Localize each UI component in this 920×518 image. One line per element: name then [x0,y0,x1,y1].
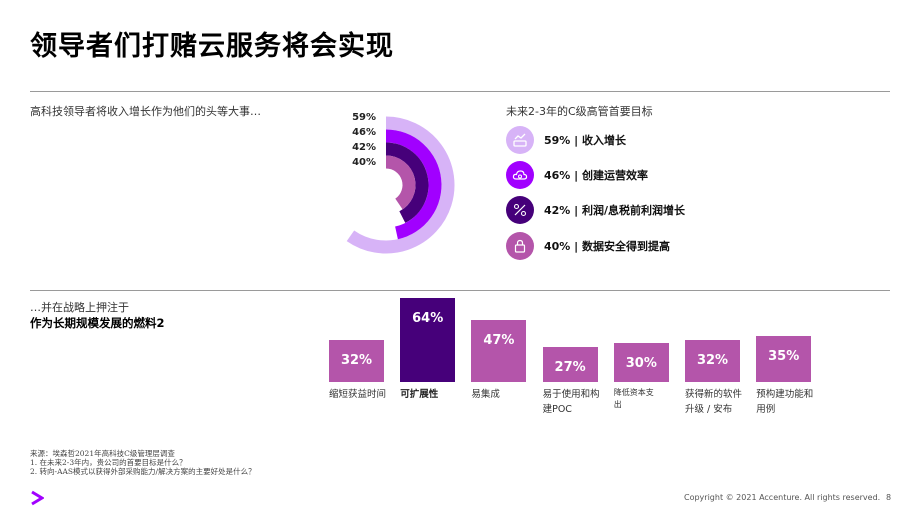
footnote-1: 1. 在未来2-3年内，贵公司的首要目标是什么？ [30,458,187,467]
bar-value-label: 32% [696,353,729,368]
bar-value-label: 27% [554,359,586,375]
bar-category-label: 降低资本支出 [613,388,654,409]
left-heading: 高科技领导者将收入增长作为他们的头等大事… [30,105,261,118]
goal-label-4: 40% | 数据安全得到提高 [544,240,671,253]
bar-6: 32% [685,340,740,382]
footnotes: 来源：埃森哲2021年高科技C级管理层调查 1. 在未来2-3年内，贵公司的首要… [30,449,256,476]
percent-icon [506,196,534,224]
footnote-source: 来源：埃森哲2021年高科技C级管理层调查 [30,449,175,458]
goal-label-3: 42% | 利润/息税前利润增长 [544,204,686,217]
bar-category-label: 获得新的软件升级 / 安布 [685,389,743,415]
goal-item-2: 46% | 创建运营效率 [506,161,648,189]
middle-divider [30,290,890,291]
goal-item-1: 59% | 收入增长 [506,126,626,154]
bar-value-label: 47% [483,333,515,349]
bar-value-label: 30% [625,355,657,371]
accenture-logo-icon [31,490,44,506]
ring-40 [385,155,416,210]
goal-label-1: 59% | 收入增长 [544,134,627,147]
revenue-growth-icon [506,126,534,154]
lock-icon [506,232,534,260]
bar-category-label: 缩短获益时间 [329,389,387,400]
bar-4: 27% [542,346,598,382]
page-number: 8 [886,493,892,502]
goal-item-4: 40% | 数据安全得到提高 [506,232,670,260]
bar-category-label: 可扩展性 [400,389,439,400]
bar-1: 32% [329,340,384,382]
ring-label-3: 42% [352,142,376,153]
ring-46 [385,129,442,240]
ring-42 [385,142,429,223]
bar-category-label: 易集成 [471,389,500,400]
goal-item-3: 42% | 利润/息税前利润增长 [506,196,685,224]
ring-59 [346,116,455,254]
ring-chart [346,116,455,254]
bar-value-label: 35% [768,349,800,365]
bar-category-label: 预构建功能和用例 [756,389,814,415]
bar-3: 47% [471,320,527,382]
bar-value-label: 32% [340,353,373,368]
bar-7: 35% [756,336,812,382]
bar-2: 64% [400,298,456,382]
ring-label-4: 40% [352,157,376,168]
ring-label-1: 59% [352,112,376,123]
footnote-2: 2. 转向-AAS模式以获得外部采购能力/解决方案的主要好处是什么？ [30,467,256,476]
bar-value-label: 64% [412,311,444,326]
lower-heading-2: 作为长期规模发展的燃料2 [30,316,165,330]
goal-label-2: 46% | 创建运营效率 [544,169,649,182]
bar-category-label: 易于使用和构建POC [542,389,600,415]
copyright: Copyright © 2021 Accenture. All rights r… [684,493,881,502]
page-title: 领导者们打赌云服务将会实现 [30,31,394,62]
right-heading: 未来2-3年的C级高管首要目标 [506,105,653,118]
cloud-gear-icon [506,161,534,189]
bar-5: 30% [613,342,669,382]
lower-heading-1: …并在战略上押注于 [30,301,129,314]
ring-label-2: 46% [352,127,376,138]
top-divider [30,91,890,92]
